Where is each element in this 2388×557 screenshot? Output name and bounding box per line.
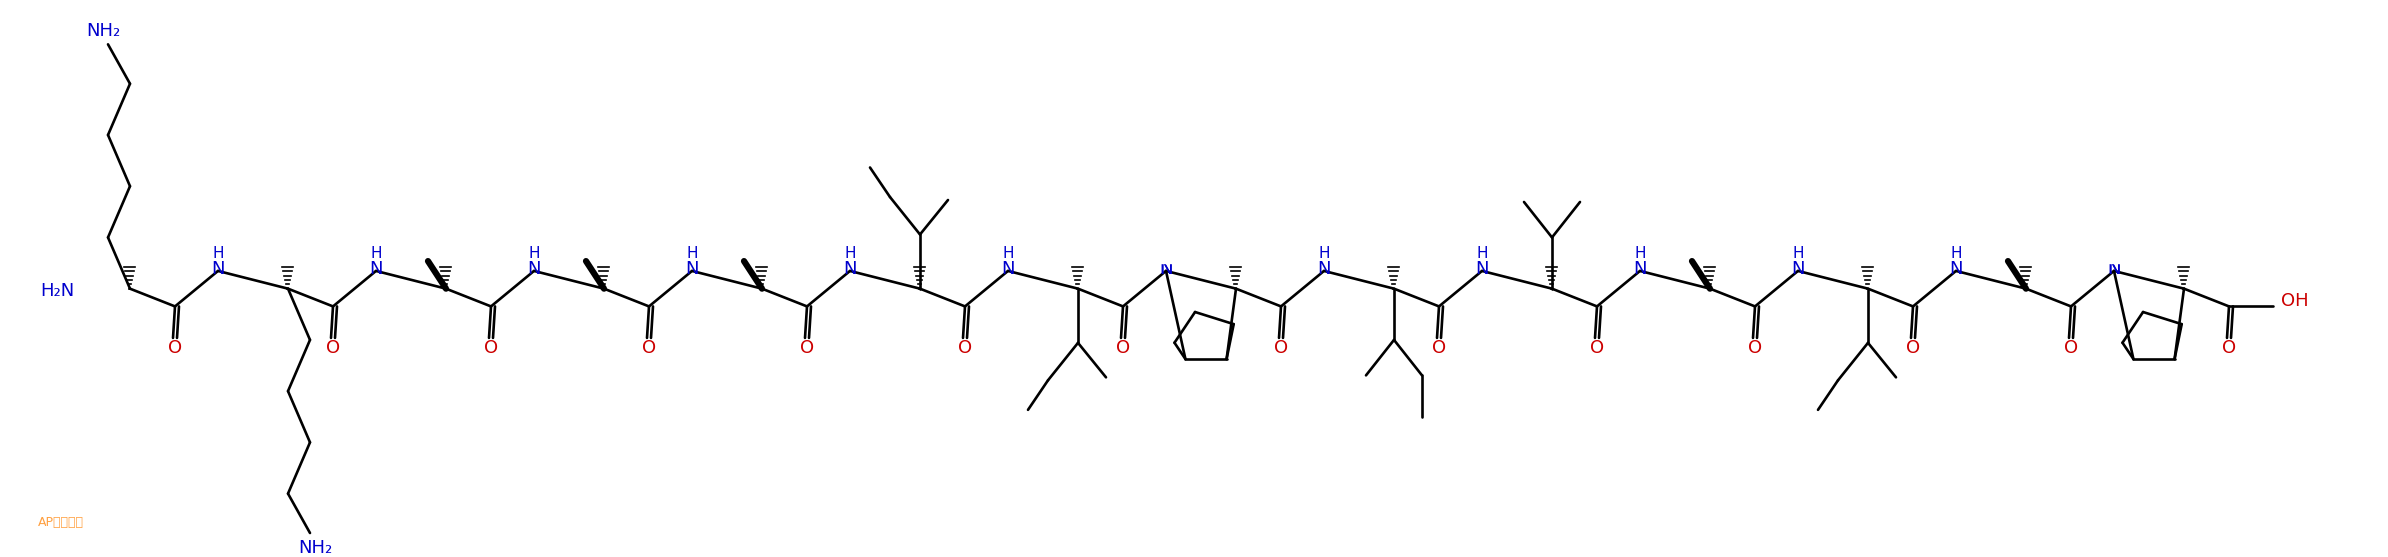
Text: N: N	[1318, 260, 1330, 278]
Text: H: H	[528, 246, 540, 261]
Text: N: N	[1158, 260, 1173, 278]
Text: H₂N: H₂N	[41, 282, 74, 300]
Text: H: H	[1951, 246, 1963, 261]
Text: O: O	[1273, 339, 1287, 357]
Text: H: H	[685, 246, 697, 261]
Text: N: N	[1633, 260, 1648, 278]
Text: O: O	[642, 339, 657, 357]
Text: N: N	[2106, 260, 2121, 278]
Text: O: O	[1115, 339, 1130, 357]
Text: H: H	[1318, 246, 1330, 261]
Text: H: H	[1476, 246, 1488, 261]
Text: N: N	[1158, 260, 1173, 278]
Text: H: H	[213, 246, 224, 261]
Text: N: N	[370, 260, 382, 278]
Text: OH: OH	[2281, 292, 2309, 310]
Text: NH₂: NH₂	[298, 539, 332, 557]
Text: N: N	[1001, 260, 1015, 278]
Text: O: O	[1433, 339, 1447, 357]
Text: N: N	[685, 260, 700, 278]
Text: H: H	[2109, 246, 2121, 261]
Text: N: N	[1949, 260, 1963, 278]
Text: N: N	[843, 260, 857, 278]
Text: N: N	[1791, 260, 1805, 278]
Text: H: H	[1161, 246, 1173, 261]
Text: NH₂: NH₂	[86, 22, 119, 40]
Text: O: O	[800, 339, 814, 357]
Text: O: O	[958, 339, 972, 357]
Text: O: O	[167, 339, 181, 357]
Text: N: N	[528, 260, 540, 278]
Text: H: H	[1003, 246, 1015, 261]
Bar	[1153, 243, 1177, 263]
Text: N: N	[2106, 260, 2121, 278]
Text: O: O	[1906, 339, 1920, 357]
Text: N: N	[210, 260, 224, 278]
Text: O: O	[2063, 339, 2078, 357]
Text: O: O	[2221, 339, 2235, 357]
Text: O: O	[485, 339, 499, 357]
Text: N: N	[1476, 260, 1488, 278]
Text: O: O	[325, 339, 339, 357]
Text: O: O	[1590, 339, 1605, 357]
Text: H: H	[1793, 246, 1803, 261]
Text: O: O	[1748, 339, 1762, 357]
Text: AP专肽生物: AP专肽生物	[38, 516, 84, 529]
Text: H: H	[370, 246, 382, 261]
Text: H: H	[1633, 246, 1645, 261]
Text: H: H	[845, 246, 855, 261]
Bar	[2101, 243, 2125, 263]
